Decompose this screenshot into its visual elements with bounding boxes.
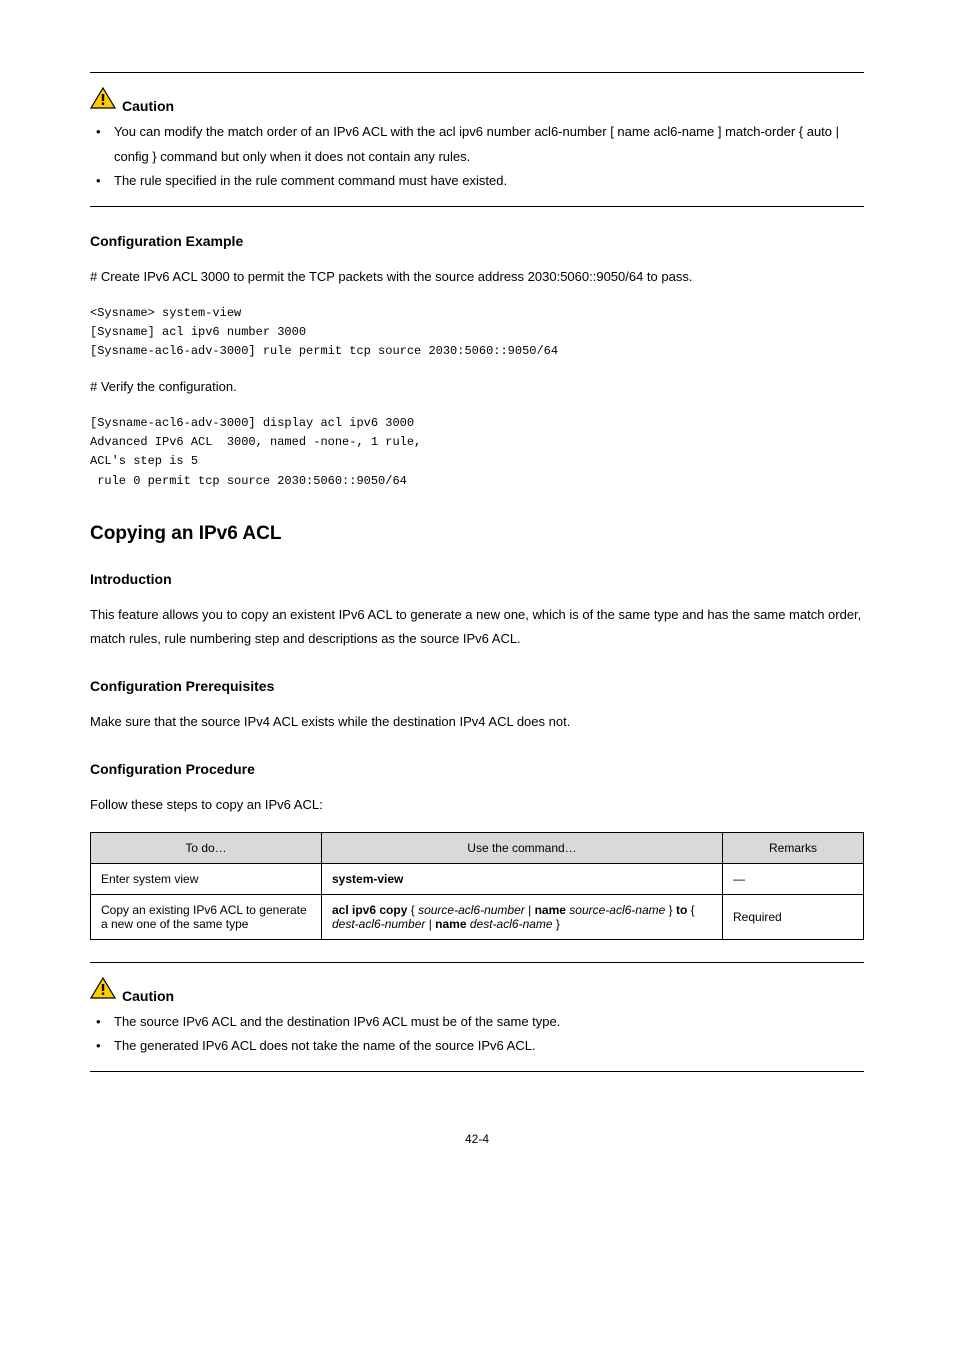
copy-heading: Copying an IPv6 ACL: [90, 523, 864, 545]
caution-item-2-1: The generated IPv6 ACL does not take the…: [90, 1034, 864, 1059]
proc-text: Follow these steps to copy an IPv6 ACL:: [90, 793, 864, 818]
rule-bottom-1: [90, 206, 864, 207]
prereq-heading: Configuration Prerequisites: [90, 678, 864, 694]
proc-heading: Configuration Procedure: [90, 761, 864, 777]
example-p1: # Create IPv6 ACL 3000 to permit the TCP…: [90, 265, 864, 290]
example-code-1: <Sysname> system-view [Sysname] acl ipv6…: [90, 304, 864, 362]
page-root: Caution You can modify the match order o…: [0, 0, 954, 1186]
table-cmd-0-text: system-view: [332, 872, 403, 886]
example-p2: # Verify the configuration.: [90, 375, 864, 400]
table-header-rem: Remarks: [723, 832, 864, 863]
caution-icon: [90, 977, 116, 1004]
caution-item-2-1-text: The generated IPv6 ACL does not take the…: [114, 1038, 536, 1053]
caution-block-1: Caution: [90, 87, 864, 114]
rule-top-2: [90, 962, 864, 963]
caution-item-1-0-text: You can modify the match order of an IPv…: [114, 124, 839, 164]
table-cell-cmd-0: system-view: [322, 863, 723, 894]
table-cmd-1-text: acl ipv6 copy { source-acl6-number | nam…: [332, 903, 695, 931]
table-cell-rem-0: —: [723, 863, 864, 894]
table-cell-cmd-1: acl ipv6 copy { source-acl6-number | nam…: [322, 894, 723, 939]
caution-icon: [90, 87, 116, 114]
caution-list-2: The source IPv6 ACL and the destination …: [90, 1010, 864, 1059]
caution-item-2-0: The source IPv6 ACL and the destination …: [90, 1010, 864, 1035]
caution-list-1: You can modify the match order of an IPv…: [90, 120, 864, 194]
table-row: Copy an existing IPv6 ACL to generate a …: [91, 894, 864, 939]
intro-heading: Introduction: [90, 571, 864, 587]
caution-item-1-1: The rule specified in the rule comment c…: [90, 169, 864, 194]
table-cell-todo-0: Enter system view: [91, 863, 322, 894]
procedure-table: To do… Use the command… Remarks Enter sy…: [90, 832, 864, 940]
caution-label-1: Caution: [122, 98, 174, 114]
caution-item-2-0-text: The source IPv6 ACL and the destination …: [114, 1014, 560, 1029]
caution-item-1-0: You can modify the match order of an IPv…: [90, 120, 864, 169]
prereq-text: Make sure that the source IPv4 ACL exist…: [90, 710, 864, 735]
caution-block-2: Caution: [90, 977, 864, 1004]
caution-label-2: Caution: [122, 988, 174, 1004]
table-cell-todo-1: Copy an existing IPv6 ACL to generate a …: [91, 894, 322, 939]
intro-text: This feature allows you to copy an exist…: [90, 603, 864, 652]
table-header-todo: To do…: [91, 832, 322, 863]
example-heading: Configuration Example: [90, 233, 864, 249]
table-header-cmd: Use the command…: [322, 832, 723, 863]
table-cell-rem-1: Required: [723, 894, 864, 939]
table-header-row: To do… Use the command… Remarks: [91, 832, 864, 863]
example-code-2: [Sysname-acl6-adv-3000] display acl ipv6…: [90, 414, 864, 491]
caution-item-1-1-text: The rule specified in the rule comment c…: [114, 173, 507, 188]
rule-bottom-2: [90, 1071, 864, 1072]
table-row: Enter system view system-view —: [91, 863, 864, 894]
rule-top-1: [90, 72, 864, 73]
page-number: 42-4: [90, 1132, 864, 1146]
